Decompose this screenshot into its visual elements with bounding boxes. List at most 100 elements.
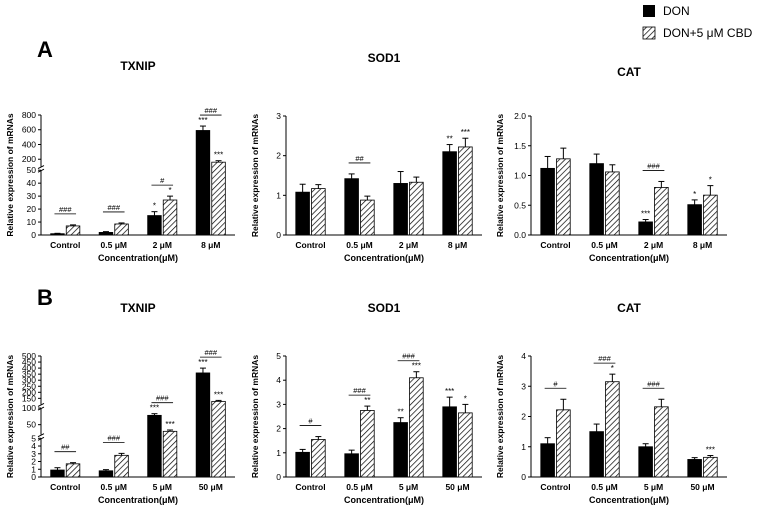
y-tick-label: 300 [22, 375, 36, 385]
chart-b-cat: CAT 0 1 2 3 4 Relative expression of mRNAs Cont… [495, 301, 727, 505]
legend: DON DON+5 μM CBD [642, 4, 753, 40]
significance-hash: ### [647, 161, 660, 170]
significance-hash: ### [598, 354, 611, 363]
x-axis-label: Concentration(μM) [344, 495, 424, 505]
y-axis-label: Relative expression of mRNAs [495, 114, 505, 238]
significance-hash: # [553, 379, 558, 388]
y-tick-label: 0 [276, 472, 281, 482]
y-tick-label: 0 [31, 230, 36, 240]
x-tick-label: 0.5 μM [101, 240, 127, 250]
significance-star: ** [398, 408, 404, 417]
x-tick-label: 0.5 μM [101, 482, 127, 492]
y-tick-label: 350 [22, 369, 36, 379]
bar-don-cbd [556, 158, 571, 236]
y-tick-label: 2.0 [514, 111, 526, 121]
significance-star: *** [150, 404, 159, 413]
y-tick-label: 3 [276, 111, 281, 121]
bar-don-cbd [211, 161, 226, 236]
x-tick-label: 5 μM [644, 482, 663, 492]
y-tick-label: 40 [27, 178, 37, 188]
significance-star: ** [364, 396, 370, 405]
x-tick-label: 8 μM [448, 240, 467, 250]
axis-break-mark [37, 433, 45, 438]
y-tick-label: 20 [27, 204, 37, 214]
y-tick-label: 250 [22, 381, 36, 391]
chart-title: TXNIP [120, 301, 155, 315]
significance-star: * [693, 190, 696, 199]
bar-don [50, 233, 65, 236]
y-tick-label: 450 [22, 357, 36, 367]
y-tick-label: 200 [22, 387, 36, 397]
x-tick-label: 2 μM [153, 240, 172, 250]
bar-don-cbd [556, 409, 571, 478]
x-tick-label: 0.5 μM [591, 482, 617, 492]
significance-star: * [464, 394, 467, 403]
bar-don [195, 372, 211, 478]
bar-don [442, 151, 457, 236]
y-tick-label: 3 [31, 449, 36, 459]
y-tick-label: 800 [22, 110, 36, 120]
bar-don [295, 191, 310, 236]
axis-break-mark [37, 402, 45, 407]
significance-star: *** [198, 116, 207, 125]
x-tick-label: 0.5 μM [591, 240, 617, 250]
significance-hash: ### [107, 203, 120, 212]
significance-star: * [168, 186, 171, 195]
significance-star: *** [706, 446, 715, 455]
y-tick-label: 1 [521, 442, 526, 452]
significance-hash: ## [355, 154, 364, 163]
significance-hash: ### [204, 348, 217, 357]
y-tick-label: 0 [521, 472, 526, 482]
x-tick-label: Control [50, 240, 80, 250]
bar-don-cbd [605, 171, 620, 236]
significance-star: *** [214, 151, 223, 160]
chart-title: CAT [617, 301, 641, 315]
significance-star: * [709, 176, 712, 185]
chart-b-sod1: SOD1 0 1 2 3 4 5 Relative expression of mRNAs Co… [250, 301, 482, 505]
x-tick-label: 8 μM [693, 240, 712, 250]
bar-don-cbd [162, 199, 178, 236]
x-tick-label: 5 μM [399, 482, 418, 492]
bar-don [687, 459, 702, 478]
significance-hash: ### [204, 106, 217, 115]
significance-hash: ### [156, 394, 169, 403]
bar-don-cbd [409, 377, 424, 478]
y-tick-label: 0.5 [514, 200, 526, 210]
y-axis-label: Relative expression of mRNAs [495, 355, 505, 479]
bar-don-cbd [409, 181, 424, 236]
bar-don-cbd [65, 225, 81, 236]
y-tick-label: 1.0 [514, 171, 526, 181]
x-tick-label: Control [540, 240, 570, 250]
bar-don-cbd [162, 430, 178, 478]
significance-star: *** [412, 362, 421, 371]
y-tick-label: 0 [31, 472, 36, 482]
x-axis-label: Concentration(μM) [98, 495, 178, 505]
significance-hash: ### [402, 352, 415, 361]
bar-don [540, 167, 555, 236]
y-tick-label: 1 [276, 190, 281, 200]
significance-star: *** [214, 390, 223, 399]
y-tick-label: 3 [276, 399, 281, 409]
significance-star: ** [447, 135, 453, 144]
x-tick-label: 2 μM [399, 240, 418, 250]
chart-a-cat: CAT 0.0 0.5 1.0 1.5 2.0 Relative expression of… [495, 65, 727, 263]
bar-don [50, 469, 65, 478]
bar-don-cbd [703, 456, 718, 478]
bar-don-cbd [605, 381, 620, 478]
significance-star: *** [641, 210, 650, 219]
panel-letter-b: B [37, 285, 53, 310]
y-tick-label: 4 [521, 351, 526, 361]
significance-star: *** [198, 358, 207, 367]
legend-swatch-don [643, 5, 655, 17]
x-axis-label: Concentration(μM) [344, 253, 424, 263]
y-tick-label: 2 [276, 424, 281, 434]
significance-hash: ### [59, 205, 72, 214]
legend-label-don: DON [663, 4, 690, 18]
y-tick-label: 2 [31, 457, 36, 467]
bar-don-cbd [458, 146, 473, 236]
bar-don-cbd [654, 406, 669, 478]
y-tick-label: 2 [276, 151, 281, 161]
bar-don [687, 204, 702, 236]
